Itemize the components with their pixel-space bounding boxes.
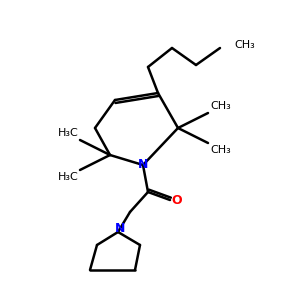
Text: CH₃: CH₃ bbox=[210, 101, 231, 111]
Text: H₃C: H₃C bbox=[58, 128, 79, 138]
Text: O: O bbox=[172, 194, 182, 206]
Text: CH₃: CH₃ bbox=[234, 40, 255, 50]
Text: N: N bbox=[138, 158, 148, 172]
Text: N: N bbox=[115, 221, 125, 235]
Text: H₃C: H₃C bbox=[58, 172, 79, 182]
Text: CH₃: CH₃ bbox=[210, 145, 231, 155]
